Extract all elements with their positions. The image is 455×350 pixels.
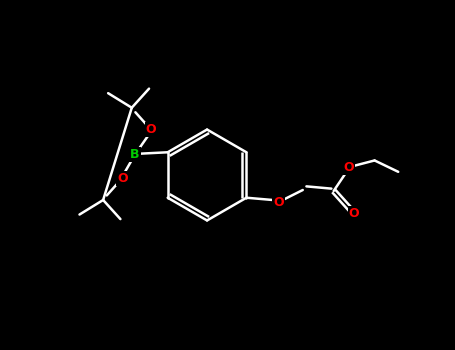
Text: O: O	[273, 196, 283, 209]
Text: O: O	[117, 172, 127, 185]
Text: O: O	[349, 207, 359, 220]
Text: O: O	[343, 161, 354, 174]
Text: B: B	[130, 148, 140, 161]
Text: O: O	[146, 123, 156, 136]
